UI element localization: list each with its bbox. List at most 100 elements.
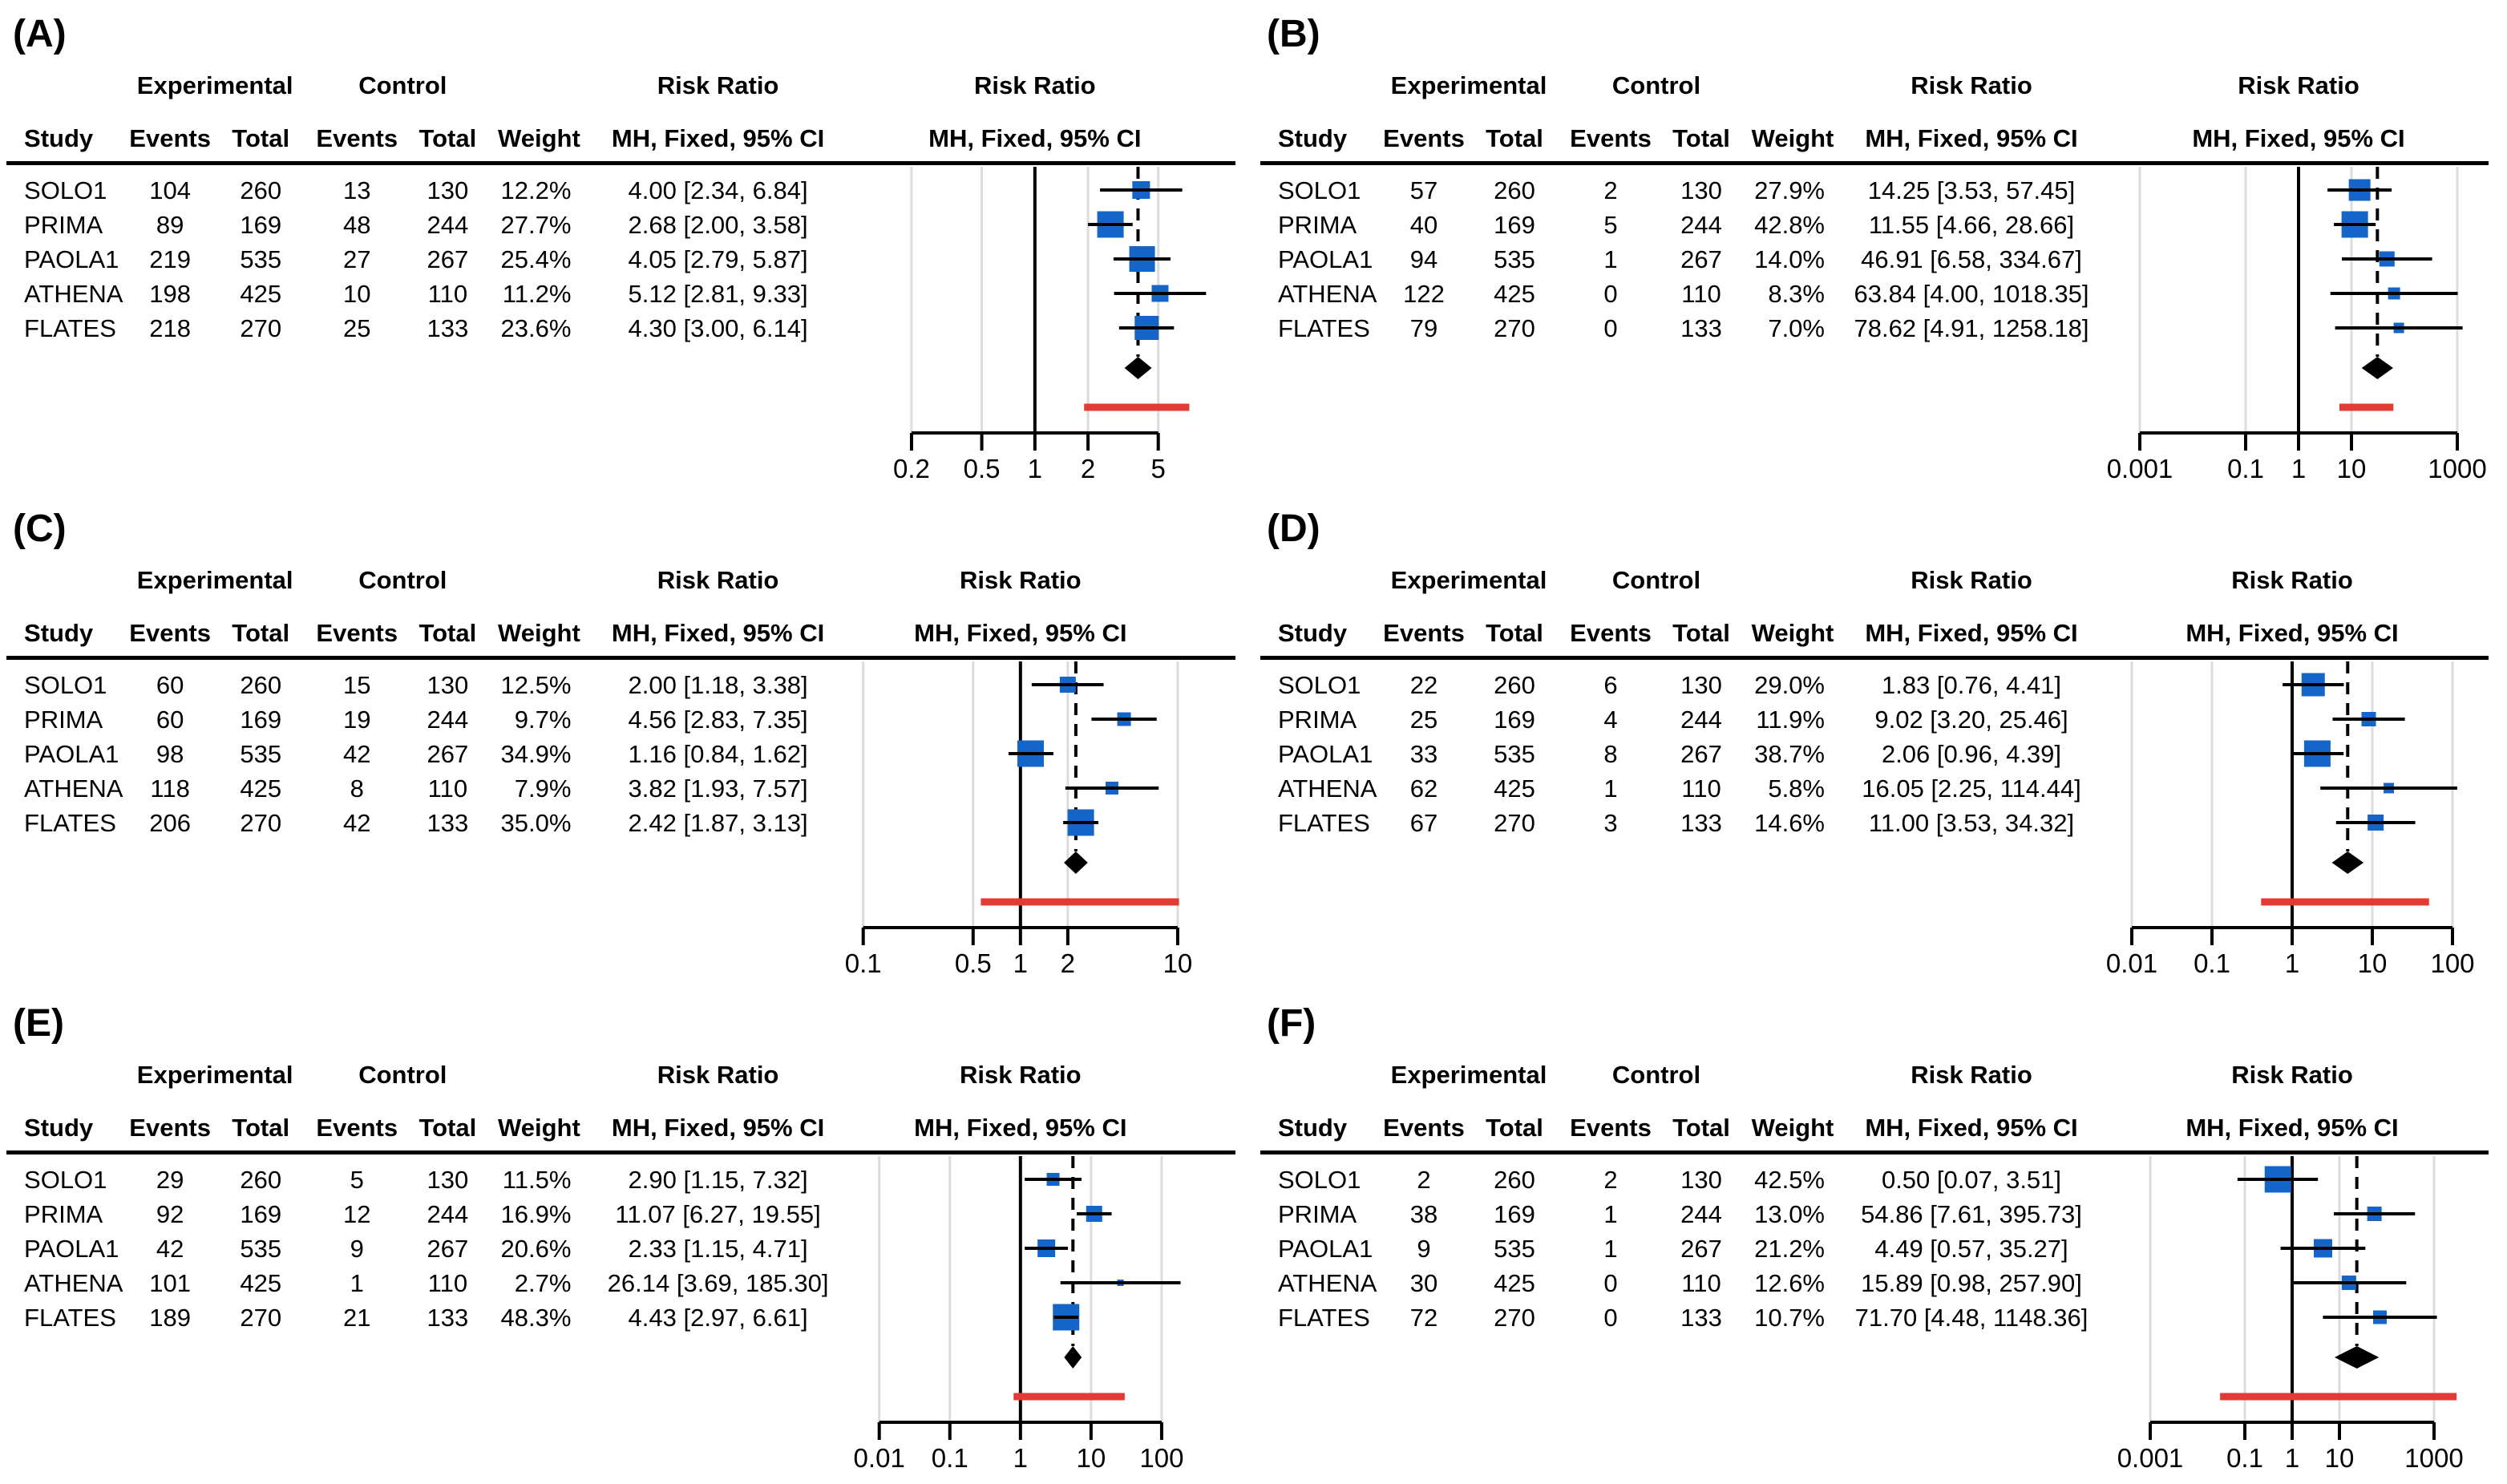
control-total-header: Total [1672, 124, 1730, 152]
header-rule [1260, 161, 2489, 165]
prediction-interval-line [2261, 898, 2429, 906]
ci-value: 3.82 [1.93, 7.57] [628, 774, 807, 803]
experimental-total-value: 535 [1494, 245, 1535, 273]
experimental-events-header: Events [1383, 1114, 1465, 1142]
experimental-total-value: 535 [240, 245, 281, 273]
axis-tick-label: 1 [1028, 454, 1042, 483]
experimental-events-value: 118 [150, 774, 189, 803]
panel-f-forest-plot: (F) Experimental Control Risk Ratio Risk Rat… [1260, 1002, 2489, 1473]
panel-label: (F) [1267, 1002, 1316, 1045]
ci-column-header: MH, Fixed, 95% CI [612, 124, 824, 152]
study-label: PRIMA [24, 1200, 103, 1228]
prediction-interval-line [1084, 403, 1190, 411]
study-label: ATHENA [1278, 1269, 1377, 1297]
control-total-value: 267 [427, 740, 468, 768]
ci-plot-header: MH, Fixed, 95% CI [2192, 124, 2404, 152]
control-events-value: 1 [1603, 774, 1617, 803]
experimental-group-header: Experimental [1391, 1061, 1547, 1089]
control-total-value: 110 [1681, 1269, 1721, 1297]
ci-value: 4.56 [2.83, 7.35] [628, 706, 807, 734]
weight-value: 8.3% [1768, 280, 1825, 308]
weight-value: 12.5% [501, 671, 572, 699]
control-events-value: 4 [1603, 706, 1617, 734]
ci-column-header: MH, Fixed, 95% CI [612, 619, 824, 647]
axis-tick-label: 1000 [2428, 454, 2486, 483]
experimental-group-header: Experimental [137, 1061, 293, 1089]
weight-value: 14.0% [1754, 245, 1825, 273]
control-total-value: 133 [427, 809, 468, 837]
experimental-total-value: 169 [240, 211, 281, 239]
experimental-events-value: 29 [156, 1166, 184, 1194]
axis-tick-label: 0.01 [854, 1443, 905, 1473]
weight-value: 23.6% [501, 314, 572, 342]
experimental-events-value: 92 [156, 1200, 184, 1228]
study-label: SOLO1 [24, 1166, 107, 1194]
experimental-events-value: 101 [149, 1269, 191, 1297]
experimental-events-value: 42 [156, 1235, 184, 1263]
weight-column-header: Weight [498, 124, 580, 152]
control-total-value: 133 [1680, 1304, 1722, 1332]
weight-value: 42.5% [1754, 1166, 1825, 1194]
experimental-events-value: 104 [149, 176, 191, 204]
study-label: PRIMA [1278, 1200, 1357, 1228]
study-label: SOLO1 [24, 671, 107, 699]
weight-value: 12.6% [1754, 1269, 1825, 1297]
control-group-header: Control [358, 71, 447, 99]
control-events-header: Events [316, 619, 398, 647]
experimental-total-value: 260 [240, 671, 281, 699]
ci-value: 4.00 [2.34, 6.84] [628, 176, 807, 204]
ci-value: 2.42 [1.87, 3.13] [628, 809, 807, 837]
control-group-header: Control [1612, 1061, 1700, 1089]
control-events-value: 15 [343, 671, 370, 699]
control-events-value: 42 [343, 740, 370, 768]
risk-ratio-plot-header: Risk Ratio [2231, 1061, 2353, 1089]
experimental-total-value: 169 [1494, 211, 1535, 239]
experimental-group-header: Experimental [1391, 566, 1547, 594]
experimental-total-value: 270 [240, 809, 281, 837]
study-label: ATHENA [24, 774, 123, 803]
study-column-header: Study [24, 619, 94, 647]
ci-plot-header: MH, Fixed, 95% CI [914, 619, 1126, 647]
axis-tick-label: 0.1 [2194, 948, 2230, 978]
study-label: PAOLA1 [1278, 245, 1373, 273]
control-events-value: 1 [1603, 1235, 1617, 1263]
experimental-events-value: 38 [1410, 1200, 1437, 1228]
control-total-value: 267 [1680, 740, 1722, 768]
control-events-value: 12 [343, 1200, 370, 1228]
control-events-value: 1 [1603, 1200, 1617, 1228]
control-total-value: 244 [1680, 211, 1722, 239]
weight-value: 11.5% [503, 1166, 572, 1194]
study-label: PAOLA1 [24, 1235, 119, 1263]
control-group-header: Control [1612, 71, 1700, 99]
weight-value: 12.2% [501, 176, 572, 204]
ci-value: 1.83 [0.76, 4.41] [1882, 671, 2061, 699]
control-total-header: Total [1672, 1114, 1730, 1142]
weight-value: 21.2% [1754, 1235, 1825, 1263]
experimental-total-value: 169 [240, 706, 281, 734]
experimental-total-value: 535 [240, 740, 281, 768]
control-events-value: 21 [343, 1304, 370, 1332]
study-column-header: Study [1278, 619, 1348, 647]
risk-ratio-plot-header: Risk Ratio [2231, 566, 2353, 594]
ci-plot-header: MH, Fixed, 95% CI [928, 124, 1141, 152]
weight-column-header: Weight [1752, 124, 1834, 152]
axis-tick-label: 10 [1077, 1443, 1106, 1473]
study-label: SOLO1 [1278, 176, 1361, 204]
control-group-header: Control [358, 1061, 447, 1089]
risk-ratio-column-header: Risk Ratio [657, 1061, 779, 1089]
ci-value: 78.62 [4.91, 1258.18] [1854, 314, 2088, 342]
weight-value: 38.7% [1754, 740, 1825, 768]
control-total-value: 267 [1680, 245, 1722, 273]
experimental-total-value: 169 [240, 1200, 281, 1228]
weight-value: 7.9% [515, 774, 572, 803]
risk-ratio-column-header: Risk Ratio [1911, 1061, 2032, 1089]
experimental-total-value: 270 [1494, 314, 1535, 342]
experimental-events-value: 62 [1410, 774, 1437, 803]
control-events-header: Events [316, 124, 398, 152]
control-total-value: 110 [428, 280, 467, 308]
panel-label: (D) [1267, 507, 1320, 550]
control-events-value: 0 [1603, 314, 1617, 342]
control-total-value: 244 [427, 1200, 468, 1228]
control-total-value: 130 [1680, 1166, 1722, 1194]
